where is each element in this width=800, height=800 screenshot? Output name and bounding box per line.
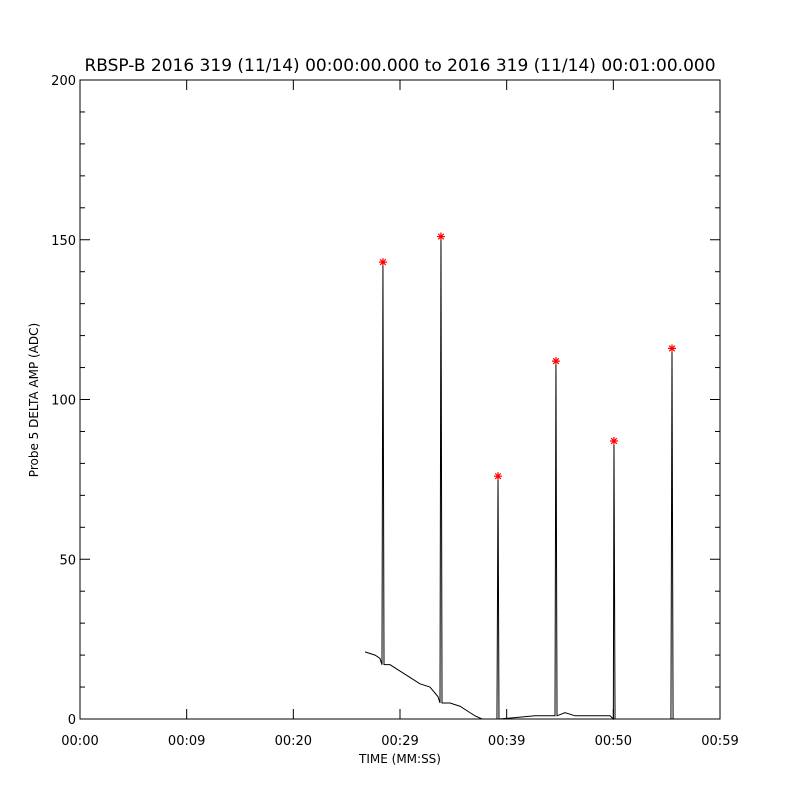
y-tick-label: 50 [59,553,76,568]
peak-marker [378,258,387,267]
data-line [364,236,674,721]
x-tick-label: 00:00 [61,734,98,749]
peak-marker [494,472,503,481]
x-axis-label: TIME (MM:SS) [358,752,441,766]
y-tick-label: 100 [51,394,76,409]
y-axis-label: Probe 5 DELTA AMP (ADC) [27,323,41,477]
x-tick-label: 00:09 [168,734,205,749]
chart-title: RBSP-B 2016 319 (11/14) 00:00:00.000 to … [84,56,715,76]
peak-marker [551,357,560,366]
y-tick-label: 150 [51,234,76,249]
peak-marker [609,437,618,446]
x-tick-label: 00:59 [701,734,738,749]
x-tick-label: 00:39 [488,734,525,749]
y-tick-label: 0 [68,713,76,728]
peak-marker [668,344,676,353]
x-tick-label: 00:50 [595,734,632,749]
x-tick-label: 00:20 [275,734,312,749]
x-tick-label: 00:29 [381,734,418,749]
y-tick-label: 200 [51,74,76,89]
peak-marker [436,232,445,241]
